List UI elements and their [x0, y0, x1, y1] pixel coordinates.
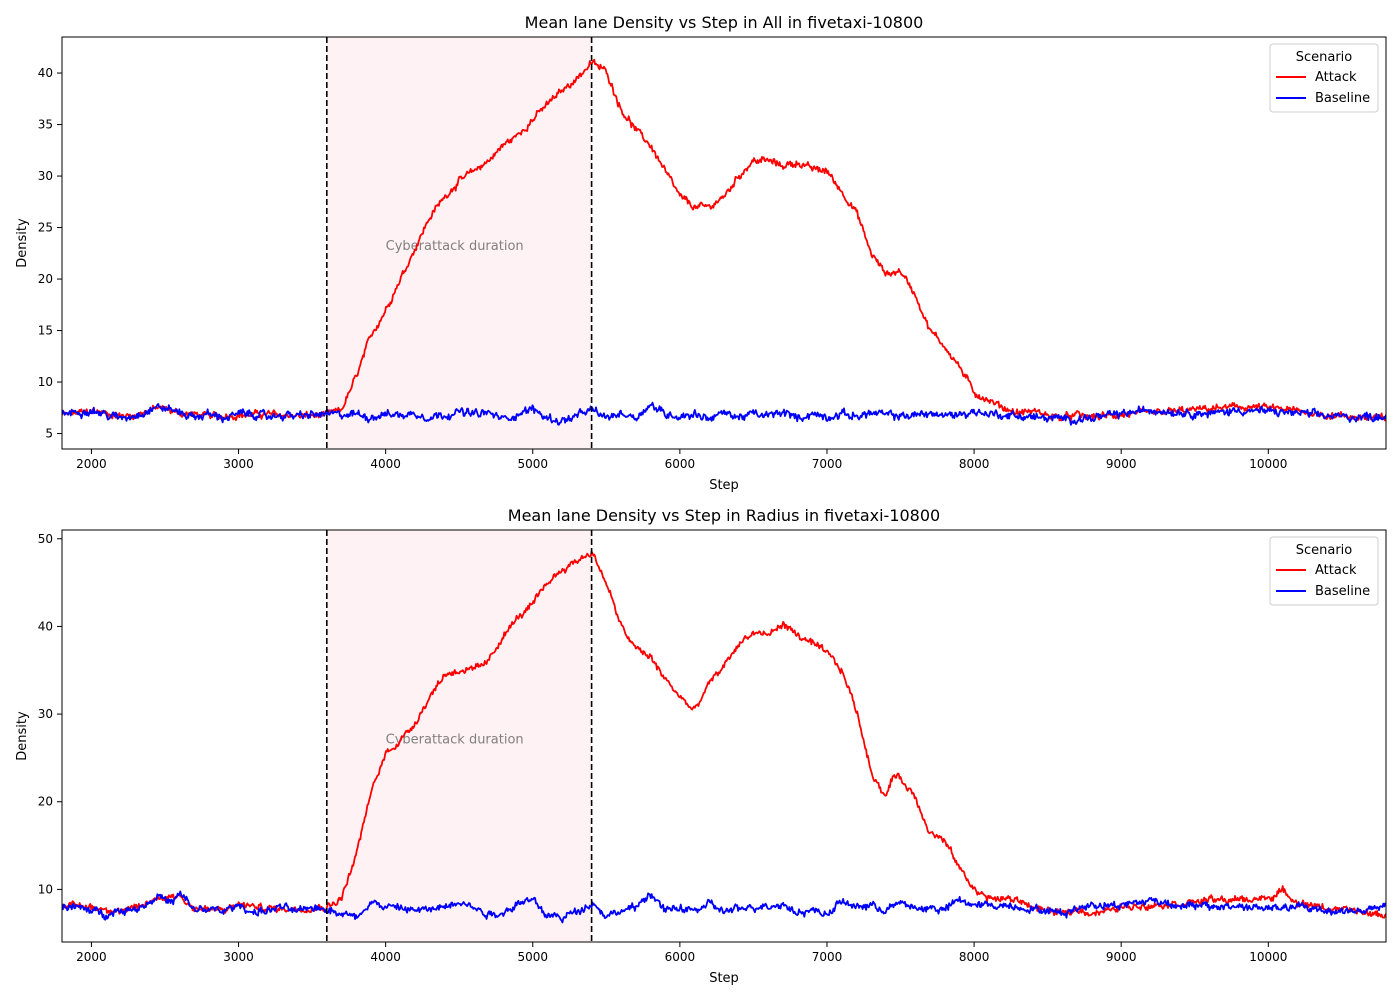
y-tick-label: 30	[38, 169, 53, 183]
y-axis-label: Density	[15, 711, 30, 761]
x-tick-label: 10000	[1249, 457, 1287, 471]
plot-area	[62, 550, 1386, 924]
x-tick-label: 8000	[959, 457, 990, 471]
y-tick-label: 35	[38, 118, 53, 132]
y-tick-label: 20	[38, 795, 53, 809]
legend-box	[1269, 43, 1379, 113]
x-axis-label: Step	[709, 971, 739, 986]
y-tick-label: 30	[38, 707, 53, 721]
annotation-text: Cyberattack duration	[386, 733, 524, 748]
annotation-text: Cyberattack duration	[386, 239, 524, 254]
x-tick-label: 6000	[665, 950, 696, 964]
chart-title: Mean lane Density vs Step in All in five…	[525, 13, 924, 32]
y-tick-label: 25	[38, 221, 53, 235]
legend: Scenario Attack Baseline	[1269, 536, 1379, 606]
attack-window-shade	[326, 530, 592, 942]
y-tick-label: 5	[45, 427, 53, 441]
axes-frame	[61, 529, 1387, 943]
x-tick-label: 7000	[812, 457, 843, 471]
attack-window-shade	[326, 37, 592, 449]
series-line-attack	[62, 58, 1386, 422]
y-tick-label: 50	[38, 532, 53, 546]
x-tick-label: 5000	[517, 950, 548, 964]
plot-area	[62, 58, 1386, 426]
x-tick-label: 7000	[812, 950, 843, 964]
x-tick-label: 4000	[370, 457, 401, 471]
legend-title: Scenario	[1296, 50, 1353, 65]
y-tick-label: 20	[38, 272, 53, 286]
series-line-attack	[62, 550, 1386, 919]
x-tick-label: 5000	[517, 457, 548, 471]
x-tick-label: 10000	[1249, 950, 1287, 964]
chart-title: Mean lane Density vs Step in Radius in f…	[508, 506, 940, 525]
x-tick-label: 6000	[665, 457, 696, 471]
x-tick-label: 4000	[370, 950, 401, 964]
y-tick-label: 40	[38, 619, 53, 633]
x-tick-label: 3000	[223, 950, 254, 964]
subplot-2: Cyberattack duration 2000 3000 4000 5000 6000…	[15, 506, 1387, 986]
x-tick-label: 2000	[76, 950, 107, 964]
x-tick-label: 9000	[1106, 950, 1137, 964]
x-tick-label: 9000	[1106, 457, 1137, 471]
subplot-1: Cyberattack duration 2000 3000 4000 5000 6000…	[15, 13, 1387, 493]
x-tick-label: 3000	[223, 457, 254, 471]
legend-label-baseline: Baseline	[1315, 584, 1370, 599]
legend-label-attack: Attack	[1315, 70, 1357, 85]
x-axis-label: Step	[709, 478, 739, 493]
x-tick-label: 2000	[76, 457, 107, 471]
legend: Scenario Attack Baseline	[1269, 43, 1379, 113]
x-tick-label: 8000	[959, 950, 990, 964]
y-tick-label: 40	[38, 66, 53, 80]
series-line-baseline	[62, 401, 1386, 426]
legend-box	[1269, 536, 1379, 606]
series-line-baseline	[62, 890, 1386, 924]
y-tick-label: 15	[38, 324, 53, 338]
y-axis-label: Density	[15, 218, 30, 268]
axes-frame	[61, 36, 1387, 450]
y-tick-label: 10	[38, 375, 53, 389]
legend-title: Scenario	[1296, 543, 1353, 558]
legend-label-baseline: Baseline	[1315, 91, 1370, 106]
legend-label-attack: Attack	[1315, 563, 1357, 578]
y-tick-label: 10	[38, 882, 53, 896]
